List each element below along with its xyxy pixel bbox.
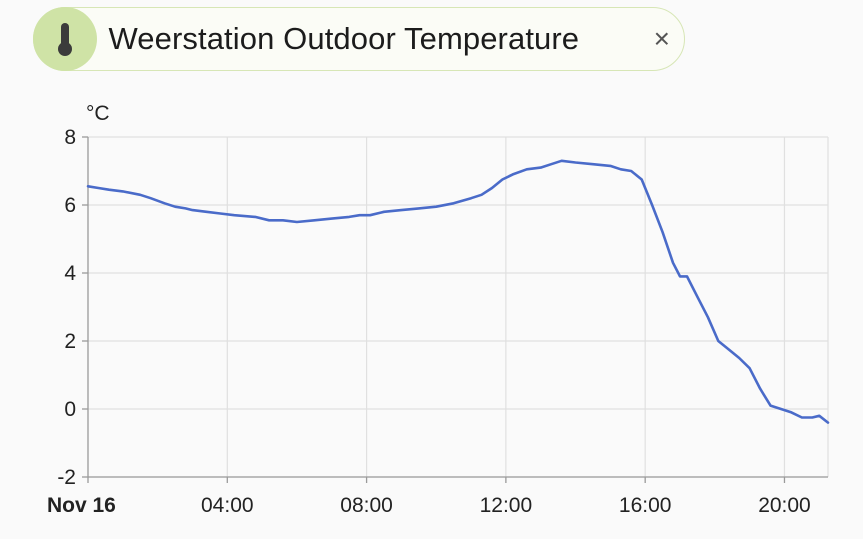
x-tick-label: 04:00 [201,494,254,517]
x-tick-label: 16:00 [619,494,672,517]
x-axis-ticks: Nov 16 04:00 08:00 12:00 16:00 20:00 [47,494,811,517]
x-tick-label: 08:00 [340,494,393,517]
entity-title: Weerstation Outdoor Temperature [108,21,580,56]
y-axis-ticks: 8 6 4 2 0 -2 [57,126,76,489]
entity-icon-badge [32,7,97,71]
chart-axes [82,136,828,483]
close-icon[interactable]: × [653,23,670,54]
y-axis-unit-label: °C [86,102,110,125]
x-tick-label: 12:00 [480,494,533,517]
x-tick-label: Nov 16 [47,494,116,517]
y-tick-label: 2 [64,330,76,353]
temperature-series-line [86,159,830,424]
entity-chip[interactable]: Weerstation Outdoor Temperature × [32,7,685,71]
thermometer-icon [57,23,72,56]
y-tick-label: 4 [64,262,76,285]
y-tick-label: -2 [57,466,76,489]
x-tick-label: 20:00 [758,494,811,517]
y-tick-label: 0 [64,398,76,421]
y-tick-label: 6 [64,194,76,217]
y-tick-label: 8 [64,126,76,149]
chart-grid [88,136,829,478]
